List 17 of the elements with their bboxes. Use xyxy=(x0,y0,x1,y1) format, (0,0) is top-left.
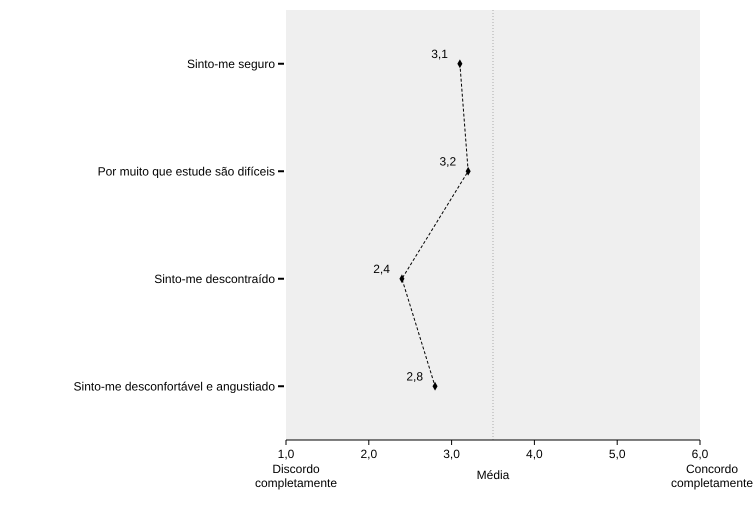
x-tick-label: 1,0 xyxy=(278,447,295,461)
data-label: 3,1 xyxy=(431,46,448,61)
x-tick-label: 6,0 xyxy=(692,447,709,461)
text: Concordo completamente xyxy=(670,462,754,490)
text: Discordo completamente xyxy=(254,462,338,490)
y-tick-label: Sinto-me descontraído xyxy=(154,272,276,286)
y-tick-label: Sinto-me seguro xyxy=(186,56,276,71)
x-axis-title: Média xyxy=(476,468,510,482)
x-tick-label: 2,0 xyxy=(360,447,378,461)
x-tick-label: 5,0 xyxy=(608,447,626,461)
x-tick-label: 4,0 xyxy=(526,447,544,461)
x-tick-label: 3,0 xyxy=(443,447,460,461)
data-label: 3,2 xyxy=(439,154,456,168)
data-label: 2,8 xyxy=(406,369,424,384)
y-tick-label: Sinto-me desconfortável e angustiado xyxy=(74,379,276,394)
y-tick-label: Por muito que estude são difíceis xyxy=(98,164,275,178)
data-label: 2,4 xyxy=(373,262,390,276)
